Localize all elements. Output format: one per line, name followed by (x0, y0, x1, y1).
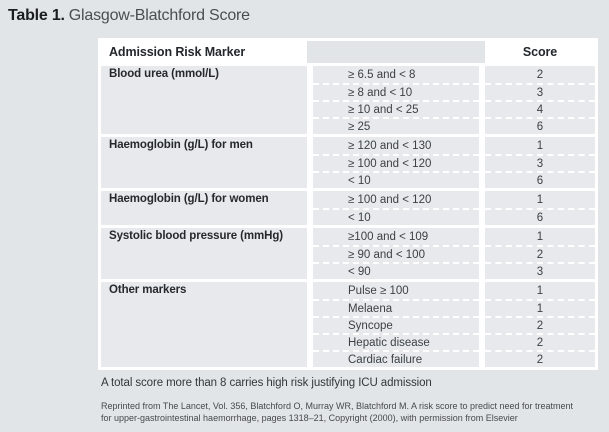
score-value: 2 (485, 245, 595, 262)
criterion-value: Cardiac failure (313, 350, 479, 367)
criterion-value: Syncope (313, 316, 479, 333)
score-value: 6 (485, 208, 595, 225)
table-group: Blood urea (mmol/L) ≥ 6.5 and < 8 ≥ 8 and … (101, 66, 595, 134)
score-value: 6 (485, 117, 595, 134)
criterion-value: ≥100 and < 109 (313, 228, 479, 245)
score-value: 2 (485, 333, 595, 350)
criteria-column: ≥ 6.5 and < 8 ≥ 8 and < 10 ≥ 10 and < 25 ≥ … (313, 66, 479, 134)
score-value: 2 (485, 316, 595, 333)
criterion-value: ≥ 120 and < 130 (313, 137, 479, 154)
score-value: 4 (485, 100, 595, 117)
table-group: Haemoglobin (g/L) for men ≥ 120 and < 130… (101, 137, 595, 188)
score-value: 3 (485, 262, 595, 279)
score-value: 3 (485, 154, 595, 171)
table-title: Table 1. Glasgow-Blatchford Score (8, 7, 250, 25)
citation: Reprinted from The Lancet, Vol. 356, Bla… (101, 401, 609, 424)
header-score: Score (485, 41, 595, 63)
glasgow-blatchford-table: Admission Risk Marker Score Blood urea (… (98, 38, 598, 370)
criterion-value: Hepatic disease (313, 333, 479, 350)
score-value: 6 (485, 171, 595, 188)
citation-line-2: for upper-gastrointestinal haemorrhage, … (101, 412, 518, 423)
citation-line-1: Reprinted from The Lancet, Vol. 356, Bla… (101, 401, 574, 411)
criterion-value: ≥ 100 and < 120 (313, 154, 479, 171)
criterion-value: ≥ 25 (313, 117, 479, 134)
table-group: Haemoglobin (g/L) for women ≥ 100 and < 1… (101, 191, 595, 225)
criterion-value: ≥ 10 and < 25 (313, 100, 479, 117)
score-value: 1 (485, 282, 595, 299)
score-value: 1 (485, 228, 595, 245)
table-group: Systolic blood pressure (mmHg) ≥100 and <… (101, 228, 595, 279)
table-header-row: Admission Risk Marker Score (101, 41, 595, 63)
criterion-value: Pulse ≥ 100 (313, 282, 479, 299)
risk-marker-label: Haemoglobin (g/L) for women (101, 191, 307, 225)
criterion-value: ≥ 6.5 and < 8 (313, 66, 479, 83)
score-value: 1 (485, 299, 595, 316)
criteria-column: Pulse ≥ 100 Melaena Syncope Hepatic disease… (313, 282, 479, 367)
score-value: 3 (485, 83, 595, 100)
risk-marker-label: Other markers (101, 282, 307, 367)
table-title-text: Glasgow-Blatchford Score (68, 7, 250, 24)
risk-marker-label: Blood urea (mmol/L) (101, 66, 307, 134)
score-value: 1 (485, 191, 595, 208)
table-footnote: A total score more than 8 carries high r… (101, 377, 432, 389)
table-body: Blood urea (mmol/L) ≥ 6.5 and < 8 ≥ 8 and … (101, 66, 595, 367)
criteria-column: ≥100 and < 109 ≥ 90 and < 100 < 90 (313, 228, 479, 279)
risk-marker-label: Haemoglobin (g/L) for men (101, 137, 307, 188)
header-spacer (307, 41, 485, 63)
criteria-column: ≥ 120 and < 130 ≥ 100 and < 120 < 10 (313, 137, 479, 188)
table-group: Other markers Pulse ≥ 100 Melaena Syncope He… (101, 282, 595, 367)
score-value: 2 (485, 66, 595, 83)
criterion-value: Melaena (313, 299, 479, 316)
criterion-value: ≥ 8 and < 10 (313, 83, 479, 100)
criterion-value: ≥ 100 and < 120 (313, 191, 479, 208)
criterion-value: < 10 (313, 171, 479, 188)
criterion-value: ≥ 90 and < 100 (313, 245, 479, 262)
score-value: 1 (485, 137, 595, 154)
criterion-value: < 10 (313, 208, 479, 225)
table-number: Table 1. (8, 7, 65, 24)
header-admission-risk-marker: Admission Risk Marker (101, 41, 307, 63)
score-value: 2 (485, 350, 595, 367)
risk-marker-label: Systolic blood pressure (mmHg) (101, 228, 307, 279)
criterion-value: < 90 (313, 262, 479, 279)
criteria-column: ≥ 100 and < 120 < 10 (313, 191, 479, 225)
